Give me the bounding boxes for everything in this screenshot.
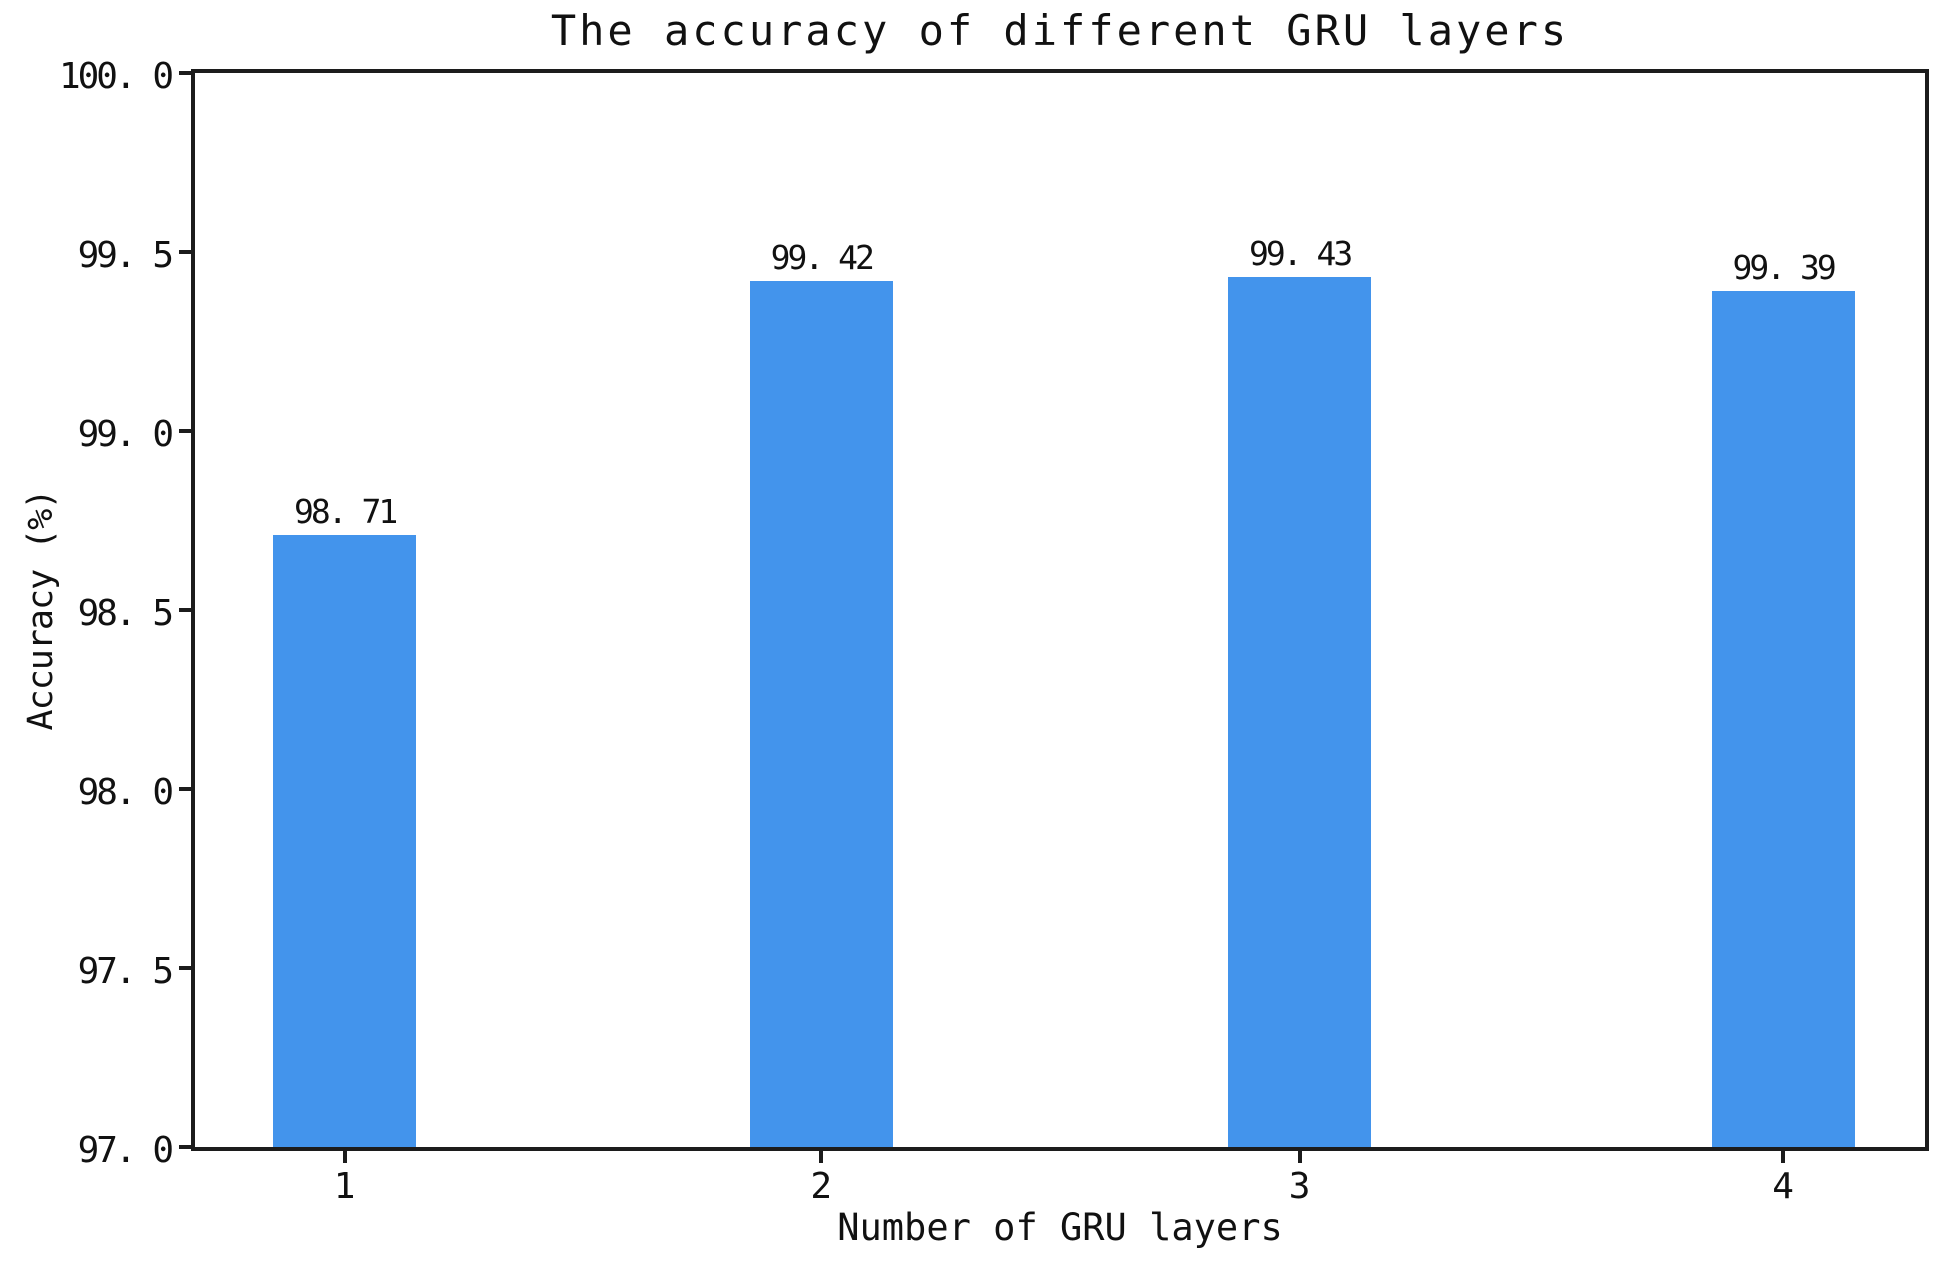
x-tick-mark [819, 1151, 824, 1163]
x-axis-label: Number of GRU layers [837, 1206, 1283, 1249]
x-tick-mark [342, 1151, 347, 1163]
y-tick-mark [179, 608, 191, 612]
axes-frame [191, 69, 1929, 1151]
y-tick-label: 99. 0 [77, 414, 174, 455]
x-tick-mark [1781, 1151, 1786, 1163]
x-tick-label: 4 [1772, 1166, 1794, 1207]
bar-4 [1711, 291, 1855, 1147]
y-tick-mark [179, 966, 191, 970]
y-tick-mark [179, 250, 191, 254]
bar-2 [749, 280, 893, 1147]
y-tick-mark [179, 1145, 191, 1149]
bar-value-label: 99. 43 [1248, 234, 1353, 274]
bar-value-label: 98. 71 [294, 491, 398, 531]
y-tick-label: 100. 0 [58, 56, 174, 97]
y-axis-label: Accuracy (%) [21, 489, 61, 731]
chart-title: The accuracy of different GRU layers [550, 6, 1570, 55]
bar-3 [1228, 277, 1372, 1147]
x-tick-label: 2 [810, 1166, 833, 1207]
x-tick-label: 1 [333, 1166, 356, 1207]
y-tick-label: 97. 5 [77, 951, 174, 992]
y-tick-mark [179, 429, 191, 433]
plot-area: 98. 71 99. 42 99. 43 99. 39 100. 0 99. 5 99. … [59, 59, 1929, 1205]
y-tick-label: 97. 0 [77, 1130, 174, 1171]
y-tick-mark [179, 787, 191, 791]
bar-value-label: 99. 42 [770, 237, 875, 277]
y-tick-label: 98. 5 [77, 593, 174, 634]
bar-value-label: 99. 39 [1732, 248, 1837, 288]
x-tick-label: 3 [1288, 1166, 1311, 1207]
bar-1 [273, 534, 417, 1147]
y-tick-label: 99. 5 [77, 235, 174, 276]
y-tick-mark [179, 71, 191, 75]
x-tick-mark [1297, 1151, 1302, 1163]
y-tick-label: 98. 0 [77, 772, 174, 813]
